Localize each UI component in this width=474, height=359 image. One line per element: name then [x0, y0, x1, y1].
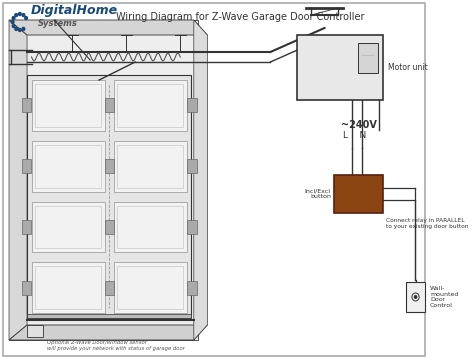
Polygon shape [9, 325, 207, 340]
Bar [22, 98, 31, 112]
Polygon shape [9, 20, 198, 340]
Text: Wiring Diagram for Z-Wave Garage Door Controller: Wiring Diagram for Z-Wave Garage Door Co… [117, 12, 365, 22]
Bar [114, 80, 187, 131]
Text: Systems: Systems [38, 19, 78, 28]
Text: ~240V: ~240V [341, 120, 377, 130]
Bar [35, 266, 101, 309]
Bar [114, 141, 187, 191]
Bar [105, 159, 114, 173]
Circle shape [12, 24, 15, 28]
Bar [114, 201, 187, 252]
Bar [334, 175, 383, 213]
Text: Wall-
mounted
Door
Control: Wall- mounted Door Control [430, 286, 458, 308]
Bar [35, 84, 101, 127]
Circle shape [22, 14, 25, 17]
Circle shape [15, 27, 18, 31]
Bar [105, 281, 114, 295]
Circle shape [18, 13, 21, 15]
Bar [32, 141, 105, 191]
Circle shape [22, 27, 25, 31]
Text: Incl/Excl
button: Incl/Excl button [305, 188, 331, 199]
Text: L    N: L N [344, 131, 367, 140]
Bar [117, 84, 183, 127]
Bar [298, 35, 383, 100]
Bar [117, 266, 183, 309]
Bar [358, 43, 378, 73]
Bar [22, 220, 31, 234]
Bar [27, 325, 43, 337]
Bar [114, 262, 187, 313]
Bar [32, 201, 105, 252]
Bar [188, 220, 197, 234]
Bar [406, 282, 426, 312]
Bar [35, 205, 101, 248]
Bar [105, 98, 114, 112]
Bar [105, 220, 114, 234]
Text: Connect relay in PARALLEL
to your existing door button: Connect relay in PARALLEL to your existi… [386, 218, 468, 229]
Bar [35, 145, 101, 187]
Text: DigitalHome: DigitalHome [31, 4, 118, 17]
Bar [188, 159, 197, 173]
Bar [117, 205, 183, 248]
Bar [32, 262, 105, 313]
Polygon shape [9, 20, 207, 35]
Bar [188, 98, 197, 112]
Polygon shape [9, 20, 27, 340]
Polygon shape [194, 20, 207, 340]
Circle shape [414, 295, 418, 299]
Text: Optional Z-Wave Door/Window sensor
will provide your network with status of gara: Optional Z-Wave Door/Window sensor will … [47, 340, 185, 351]
Circle shape [11, 20, 14, 23]
Bar [27, 314, 191, 318]
Text: Motor unit: Motor unit [388, 63, 428, 72]
Bar [22, 281, 31, 295]
Circle shape [12, 17, 15, 19]
Bar [188, 281, 197, 295]
Bar [32, 80, 105, 131]
Bar [117, 145, 183, 187]
Bar [27, 75, 191, 318]
Bar [22, 159, 31, 173]
Circle shape [18, 28, 21, 32]
Circle shape [15, 14, 18, 17]
Circle shape [25, 17, 27, 19]
